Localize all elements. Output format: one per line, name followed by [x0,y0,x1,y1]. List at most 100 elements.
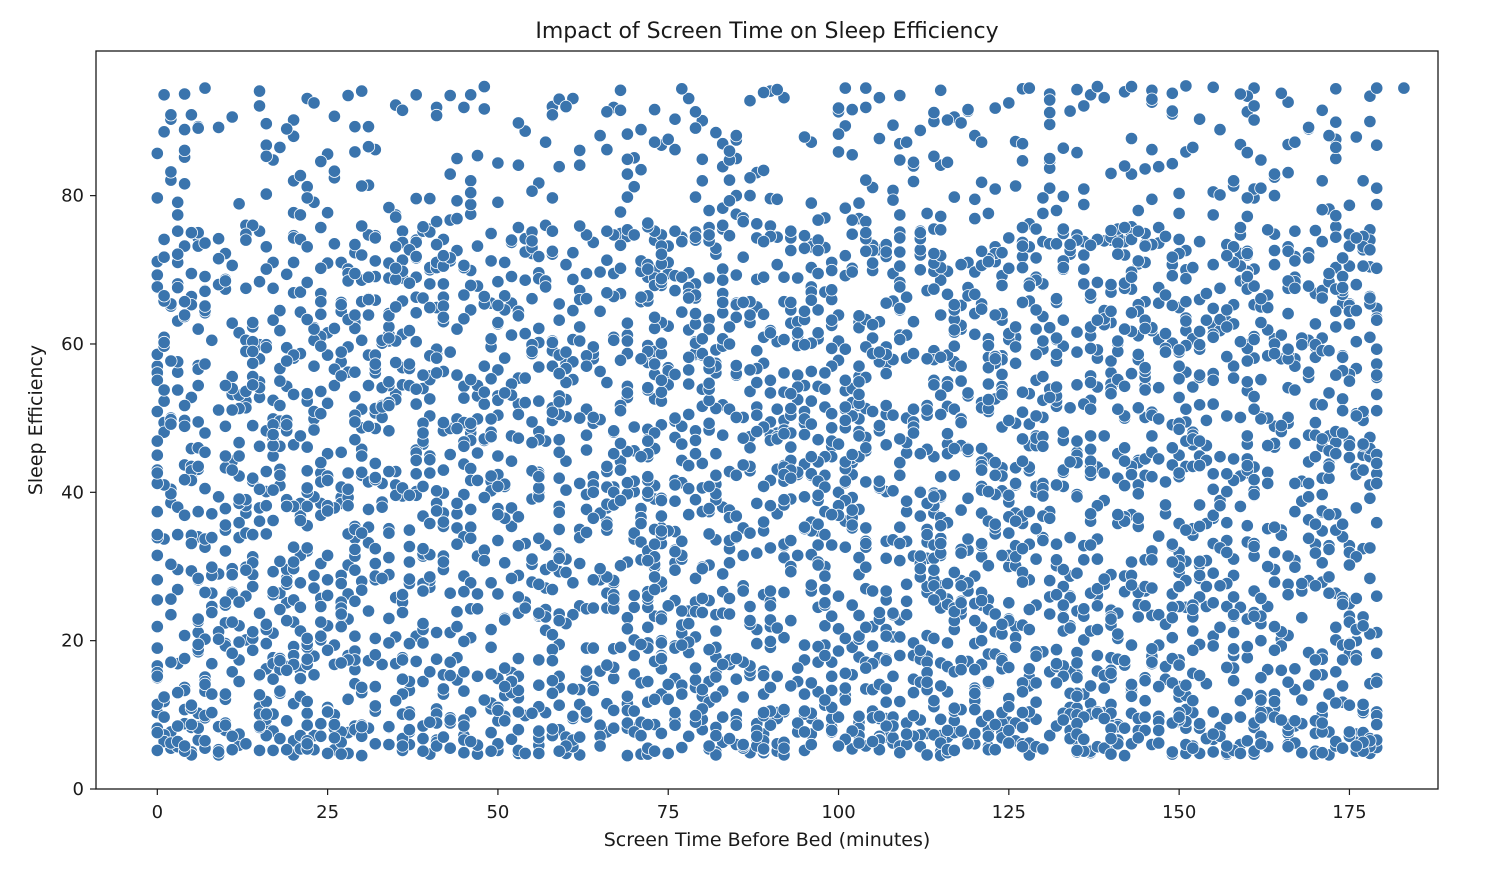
data-point [634,728,648,743]
data-point [1152,381,1166,395]
data-point [382,424,396,438]
data-point [647,357,662,371]
data-point [1015,454,1030,468]
data-point [416,368,430,382]
data-point [225,463,239,477]
data-point [1070,566,1084,580]
data-point [300,737,314,751]
data-point [1002,413,1016,427]
data-point [893,245,907,259]
data-point [831,710,846,724]
data-point [150,527,164,542]
data-point [1172,422,1186,436]
data-point [1363,114,1377,129]
data-point [1370,261,1384,275]
data-point [893,208,907,222]
data-point [409,453,423,467]
data-point [1104,354,1118,368]
data-point [852,429,866,443]
data-point [1070,743,1084,758]
data-point [600,253,614,267]
data-point [627,704,641,718]
data-point [947,468,961,482]
data-point [675,82,689,96]
data-point [1281,588,1295,602]
data-point [947,701,961,715]
data-point [573,320,587,334]
data-point [627,588,641,603]
data-point [1077,277,1091,291]
data-point [579,359,594,373]
data-point [675,235,689,249]
data-point [893,455,907,470]
data-point [198,585,212,600]
data-point [825,407,839,421]
data-point [314,599,328,614]
data-point [348,433,362,447]
data-point [1233,335,1248,349]
data-point [1124,638,1139,652]
data-point [252,99,267,113]
data-point [293,576,307,590]
data-point [879,438,893,452]
data-point [246,218,260,232]
data-point [1172,390,1186,404]
data-point [484,372,498,386]
data-point [675,740,689,755]
data-point [1206,705,1220,719]
data-point [150,619,164,634]
data-point [293,513,307,528]
data-point [1363,291,1377,305]
data-point [613,640,628,654]
data-point [314,295,328,309]
data-point [320,473,335,487]
data-point [934,350,948,364]
data-point [1370,357,1384,371]
data-point [593,304,607,318]
data-point [886,408,900,422]
data-point [906,346,921,361]
data-point [259,187,273,201]
data-point [1370,717,1384,732]
data-point [382,398,396,413]
data-point [1315,103,1329,117]
data-point [191,459,205,473]
data-point [498,679,512,694]
data-point [668,367,682,381]
data-point [198,284,212,298]
data-point [1002,596,1016,610]
data-point [511,683,526,698]
data-point [300,464,314,478]
data-point [545,582,560,597]
data-point [811,243,825,258]
data-point [1118,159,1132,173]
data-point [484,254,498,268]
data-point [273,654,287,668]
data-point [940,379,955,393]
data-point [756,705,771,720]
data-point [1247,389,1261,404]
data-point [797,725,812,739]
data-point [320,746,335,761]
data-point [443,655,457,669]
data-point [423,570,437,584]
scatter-points [150,79,1411,763]
data-point [750,546,764,560]
data-point [1131,610,1145,624]
data-point [184,536,198,551]
data-point [1179,79,1193,93]
data-point [525,234,539,248]
data-point [579,525,594,540]
data-point [1049,657,1064,671]
data-point [457,684,471,698]
data-point [831,127,846,141]
x-tick-label: 100 [821,802,855,823]
data-point [1370,387,1384,401]
data-point [341,482,355,496]
data-point [763,541,778,555]
data-point [1322,386,1336,400]
data-point [1002,96,1016,110]
data-point [1002,526,1016,540]
data-point [1288,254,1302,268]
